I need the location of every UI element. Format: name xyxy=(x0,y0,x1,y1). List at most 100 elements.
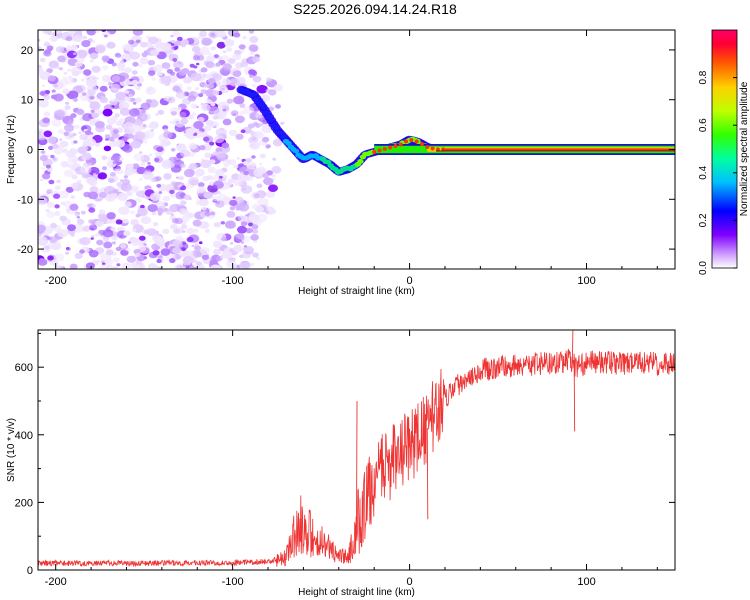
noise-blob xyxy=(57,129,64,134)
noise-blob xyxy=(168,53,179,62)
colorbar-tick-label: 0.8 xyxy=(698,70,709,84)
noise-blob xyxy=(140,204,145,209)
noise-blob xyxy=(114,139,126,148)
noise-blob xyxy=(272,138,283,147)
noise-blob xyxy=(160,248,171,256)
noise-blob xyxy=(256,84,268,94)
noise-blob xyxy=(224,164,229,168)
noise-blob xyxy=(169,193,177,198)
noise-blob xyxy=(272,157,277,161)
noise-blob xyxy=(229,206,236,211)
noise-blob xyxy=(206,55,216,63)
x-tick-label: 100 xyxy=(577,275,595,287)
noise-blob xyxy=(135,190,145,198)
noise-blob xyxy=(53,109,65,119)
noise-blob xyxy=(179,111,187,118)
noise-blob xyxy=(141,52,148,58)
noise-blob xyxy=(170,34,174,38)
x-tick-label: -200 xyxy=(45,576,67,588)
tone-peak-dot xyxy=(398,142,403,147)
noise-blob xyxy=(146,35,150,39)
noise-blob xyxy=(217,56,223,61)
noise-blob xyxy=(139,57,149,65)
noise-blob xyxy=(192,46,201,53)
noise-blob xyxy=(133,152,145,162)
ridge-core xyxy=(263,110,270,116)
noise-blob xyxy=(132,61,139,67)
noise-blob xyxy=(221,142,230,149)
noise-blob xyxy=(255,112,264,119)
noise-blob xyxy=(194,243,199,246)
noise-blob xyxy=(154,41,164,49)
noise-blob xyxy=(47,75,56,82)
noise-blob xyxy=(213,73,223,81)
noise-blob xyxy=(91,112,99,119)
noise-blob xyxy=(255,205,264,213)
noise-blob xyxy=(242,35,247,40)
tone-peak-dot xyxy=(430,146,435,151)
noise-blob xyxy=(78,131,82,135)
noise-blob xyxy=(110,155,120,162)
noise-blob xyxy=(182,256,194,265)
snr-marks xyxy=(38,330,675,568)
noise-blob xyxy=(38,236,48,245)
noise-blob xyxy=(60,201,66,206)
noise-blob xyxy=(76,218,85,225)
noise-blob xyxy=(134,197,142,203)
noise-blob xyxy=(65,186,74,193)
noise-blob xyxy=(89,59,94,63)
noise-blob xyxy=(118,101,130,110)
noise-blob xyxy=(140,114,149,121)
noise-blob xyxy=(174,67,180,72)
x-tick-label: -100 xyxy=(222,275,244,287)
noise-blob xyxy=(180,200,187,206)
noise-blob xyxy=(124,53,131,58)
noise-blob xyxy=(108,98,118,106)
noise-blob xyxy=(70,165,76,170)
noise-blob xyxy=(175,40,182,46)
noise-blob xyxy=(38,39,41,42)
noise-blob xyxy=(42,117,50,124)
noise-blob xyxy=(256,166,267,174)
noise-blob xyxy=(70,195,76,200)
noise-blob xyxy=(280,121,285,125)
noise-blob xyxy=(65,36,73,42)
colorbar-tick-label: 0.2 xyxy=(698,213,709,227)
noise-blob xyxy=(221,87,225,91)
noise-blob xyxy=(180,118,189,124)
ridge-core xyxy=(260,104,267,110)
noise-blob xyxy=(54,204,60,209)
noise-blob xyxy=(40,150,46,155)
noise-blob xyxy=(263,177,274,186)
noise-blob xyxy=(91,223,95,226)
noise-blob xyxy=(170,71,176,76)
noise-blob xyxy=(57,55,66,63)
noise-blob xyxy=(45,164,52,169)
noise-blob xyxy=(222,55,229,61)
noise-blob xyxy=(46,201,55,208)
noise-blob xyxy=(265,210,269,214)
noise-blob xyxy=(38,192,41,197)
noise-blob xyxy=(74,252,83,260)
noise-blob xyxy=(182,230,186,233)
noise-blob xyxy=(126,191,133,197)
noise-blob xyxy=(213,248,222,255)
noise-blob xyxy=(249,36,259,43)
noise-blob xyxy=(188,163,198,170)
noise-blob xyxy=(231,173,241,181)
noise-blob xyxy=(173,60,184,69)
noise-blob xyxy=(105,249,114,256)
noise-blob xyxy=(136,86,141,91)
noise-blob xyxy=(250,191,261,200)
noise-blob xyxy=(43,111,51,117)
noise-blob xyxy=(103,241,113,249)
noise-blob xyxy=(86,30,97,36)
noise-blob xyxy=(56,179,61,184)
noise-blob xyxy=(243,106,255,115)
noise-blob xyxy=(240,221,248,227)
noise-blob xyxy=(169,258,176,264)
noise-blob xyxy=(251,229,259,234)
noise-blob xyxy=(132,30,143,36)
noise-blob xyxy=(130,186,139,193)
noise-blob xyxy=(156,240,165,247)
